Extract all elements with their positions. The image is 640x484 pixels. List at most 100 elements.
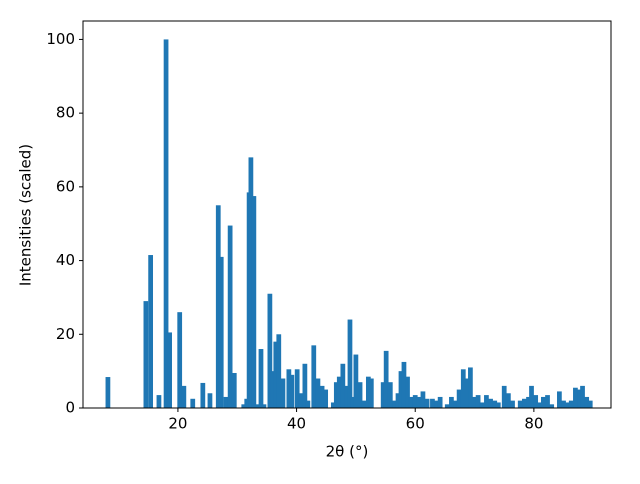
bar bbox=[270, 371, 276, 408]
bar bbox=[488, 398, 493, 408]
bar bbox=[190, 398, 196, 408]
bar bbox=[163, 39, 169, 409]
y-tick-label: 60 bbox=[56, 177, 75, 195]
bar bbox=[522, 398, 527, 408]
bar bbox=[177, 312, 183, 408]
bar bbox=[319, 385, 325, 408]
x-tick-label: 80 bbox=[524, 415, 543, 433]
bar bbox=[267, 293, 273, 408]
bar bbox=[510, 400, 515, 408]
bar bbox=[330, 402, 336, 408]
bar bbox=[549, 404, 555, 408]
bar bbox=[584, 396, 590, 408]
y-tick-label: 40 bbox=[56, 251, 75, 269]
bar bbox=[340, 363, 346, 408]
bar bbox=[536, 402, 542, 408]
bar bbox=[258, 349, 264, 408]
bar bbox=[368, 378, 374, 408]
bar bbox=[529, 385, 534, 408]
bar bbox=[395, 393, 401, 408]
x-tick-label: 20 bbox=[168, 415, 187, 433]
bar bbox=[577, 389, 582, 408]
bar bbox=[434, 400, 439, 408]
bar bbox=[289, 374, 295, 408]
bar bbox=[484, 395, 489, 408]
bar bbox=[315, 378, 321, 408]
x-axis-label: 2θ (°) bbox=[326, 443, 369, 461]
bar bbox=[347, 319, 353, 408]
bar bbox=[533, 395, 539, 408]
bar bbox=[227, 225, 233, 408]
y-tick-label: 100 bbox=[46, 30, 75, 48]
bar bbox=[254, 404, 260, 408]
bar bbox=[573, 387, 578, 408]
bar bbox=[148, 255, 154, 408]
bar bbox=[444, 404, 450, 408]
y-tick-label: 20 bbox=[56, 325, 75, 343]
bar bbox=[200, 382, 206, 408]
bar bbox=[215, 205, 221, 408]
bar bbox=[344, 385, 349, 408]
bar bbox=[143, 301, 149, 408]
bar bbox=[430, 398, 435, 408]
bar bbox=[460, 369, 466, 408]
bar bbox=[261, 404, 267, 408]
bar bbox=[564, 402, 570, 408]
bar bbox=[387, 382, 393, 408]
bar bbox=[273, 341, 279, 408]
bar bbox=[380, 382, 386, 408]
bar bbox=[526, 396, 531, 408]
bar bbox=[156, 395, 162, 408]
bar bbox=[580, 385, 585, 408]
y-axis-label: Intensities (scaled) bbox=[17, 144, 35, 286]
bar bbox=[302, 363, 308, 408]
bar bbox=[251, 196, 257, 408]
bar bbox=[437, 396, 443, 408]
bar bbox=[412, 395, 418, 408]
bar bbox=[492, 400, 498, 408]
bar bbox=[167, 332, 172, 408]
bar bbox=[401, 361, 407, 408]
bar bbox=[181, 385, 187, 408]
bar bbox=[223, 396, 229, 408]
bar bbox=[475, 395, 481, 408]
bar bbox=[561, 400, 566, 408]
bar bbox=[587, 400, 593, 408]
bar bbox=[398, 371, 404, 408]
bar bbox=[241, 404, 247, 408]
bar bbox=[501, 385, 507, 408]
bar bbox=[456, 389, 462, 408]
y-tick-label: 80 bbox=[56, 104, 75, 122]
bar bbox=[294, 369, 300, 408]
bar bbox=[517, 400, 523, 408]
plot-frame bbox=[82, 20, 612, 409]
bar bbox=[207, 393, 213, 408]
bar bbox=[353, 354, 359, 408]
bar bbox=[405, 376, 410, 408]
bar bbox=[298, 393, 304, 408]
bar bbox=[453, 400, 458, 408]
bar bbox=[280, 378, 286, 408]
bar bbox=[323, 389, 329, 408]
bar bbox=[568, 400, 574, 408]
bar bbox=[420, 391, 426, 408]
bar bbox=[231, 372, 237, 408]
bar bbox=[557, 391, 562, 408]
bar bbox=[408, 396, 414, 408]
bar bbox=[383, 350, 389, 408]
bar bbox=[365, 376, 371, 408]
bar bbox=[361, 400, 367, 408]
x-tick-label: 40 bbox=[287, 415, 306, 433]
bar bbox=[105, 377, 111, 408]
bar bbox=[479, 402, 485, 408]
x-tick-label: 60 bbox=[406, 415, 425, 433]
bar bbox=[424, 398, 430, 408]
bar bbox=[336, 376, 342, 408]
bar bbox=[392, 400, 397, 408]
bar bbox=[218, 256, 224, 408]
bar bbox=[350, 396, 356, 408]
bar bbox=[449, 396, 454, 408]
bar bbox=[311, 345, 317, 408]
bar bbox=[333, 382, 339, 408]
